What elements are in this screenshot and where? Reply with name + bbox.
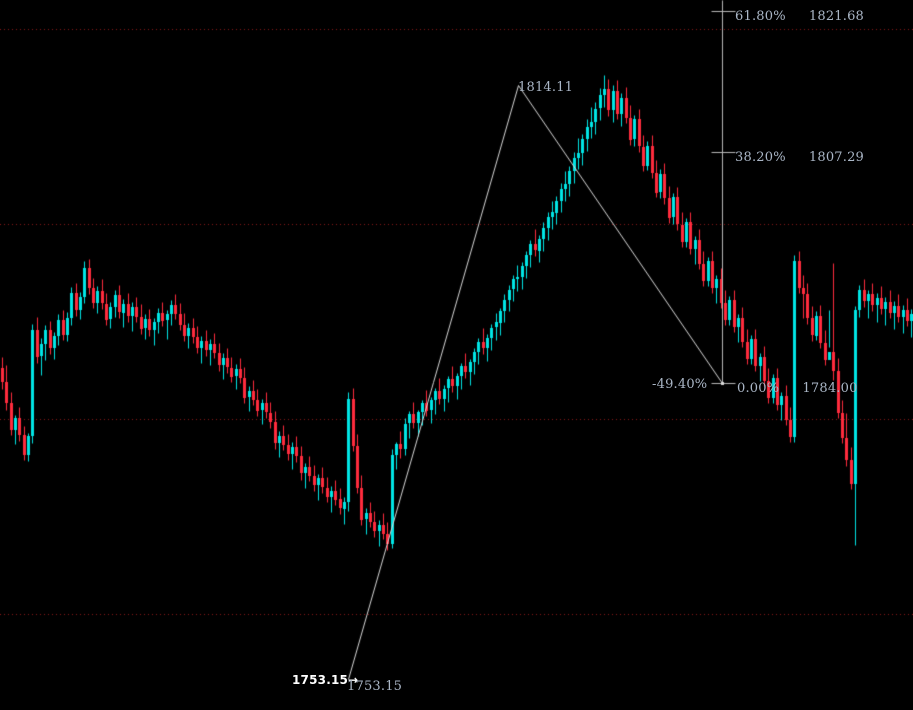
- fib-price-label: 1784.00: [802, 381, 858, 396]
- fib-level-0-0: 0.00% 1784.00: [737, 377, 858, 396]
- fib-price-label: 1821.68: [808, 9, 865, 24]
- swing-high-label: 1814.11: [518, 80, 574, 95]
- swing-low-label: 1753.15: [347, 679, 403, 694]
- swing-low-callout: 1753.15→: [292, 673, 359, 687]
- fib-extension-label: -49.40%: [652, 377, 708, 392]
- fib-percent-label: 61.80%: [735, 9, 786, 24]
- fib-level-61-8: 61.80% 1821.68: [735, 5, 864, 24]
- fib-level-38-2: 38.20% 1807.29: [735, 146, 864, 165]
- fib-percent-label: 38.20%: [735, 150, 786, 165]
- fib-price-label: 1807.29: [808, 150, 865, 165]
- fib-percent-label: 0.00%: [737, 381, 780, 396]
